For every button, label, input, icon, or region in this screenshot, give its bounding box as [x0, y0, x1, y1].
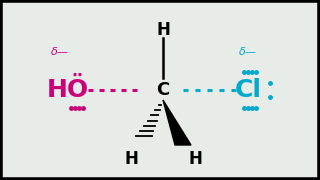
Text: Cl: Cl [235, 78, 261, 102]
Text: H: H [156, 21, 170, 39]
Text: H: H [188, 150, 202, 168]
Text: C: C [156, 81, 170, 99]
Text: δ—: δ— [51, 47, 69, 57]
Text: δ—: δ— [239, 47, 257, 57]
Polygon shape [163, 100, 191, 145]
Text: H: H [124, 150, 138, 168]
Text: HÖ: HÖ [47, 78, 89, 102]
